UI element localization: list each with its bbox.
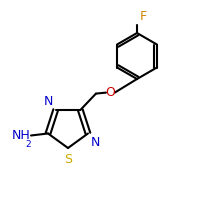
- Text: 2: 2: [25, 140, 31, 149]
- Text: F: F: [140, 10, 147, 23]
- Text: NH: NH: [11, 129, 30, 142]
- Text: N: N: [91, 136, 100, 149]
- Text: N: N: [43, 95, 53, 108]
- Text: O: O: [105, 86, 115, 99]
- Text: S: S: [64, 153, 72, 166]
